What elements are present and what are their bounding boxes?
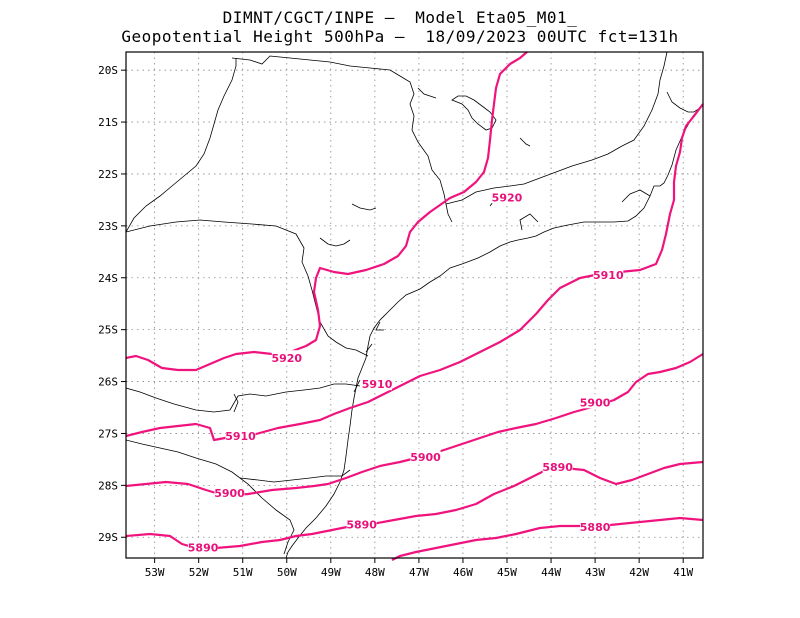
lake-feature-4 [319,237,351,247]
lake-feature [451,95,497,131]
contour-label-bg [225,428,256,443]
lake-feature-5 [519,137,531,147]
contour-label-bg [593,267,624,282]
y-tick-label: 29S [98,531,118,544]
x-tick-label: 52W [189,566,209,579]
x-tick-label: 53W [145,566,165,579]
contour-label-bg [271,350,302,365]
contour-label: 5910 [593,269,624,282]
lake-feature-2 [417,87,437,99]
axis-ticks: 53W 52W 51W 50W 49W 48W 47W 46W 45W 44W 43W 42W 41W 2… [98,64,693,579]
coastline [285,103,704,559]
chart-title-line2: Geopotential Height 500hPa – 18/09/2023 … [121,27,679,46]
chart-title-line1: DIMNT/CGCT/INPE – Model Eta05_M01_ [222,8,578,27]
contour-line [125,51,528,372]
y-tick-label: 27S [98,427,118,440]
x-tick-label: 51W [233,566,253,579]
contour-label: 5920 [492,191,523,204]
contour-label-bg [580,518,611,533]
state-border-sp-pr-south [125,219,369,357]
grid-lines [126,52,703,558]
contour-label-bg [542,459,573,474]
state-border-mg-rj [445,51,668,205]
coastline-and-borders [125,51,704,559]
x-tick-label: 47W [409,566,429,579]
contour-label: 5890 [542,461,573,474]
y-tick-label: 20S [98,64,118,77]
contour-label: 5900 [580,396,611,409]
coast-detail [353,189,651,393]
contour-label: 5880 [580,521,611,534]
contour-label: 5920 [271,352,302,365]
y-tick-label: 23S [98,220,118,233]
state-border-es [666,91,701,113]
y-tick-label: 24S [98,272,118,285]
contour-label-bg [580,394,611,409]
y-tick-label: 26S [98,376,118,389]
x-tick-label: 44W [541,566,561,579]
contour-label-bg [214,485,245,500]
y-tick-label: 21S [98,116,118,129]
contour-label-bg [346,516,377,531]
contour-label-bg [410,448,441,463]
contour-label: 5900 [410,451,441,464]
contour-line [391,516,704,561]
x-tick-label: 48W [365,566,385,579]
contour-label: 5900 [214,487,245,500]
x-tick-label: 43W [585,566,605,579]
x-tick-label: 41W [673,566,693,579]
y-tick-label: 25S [98,324,118,337]
state-border-sp-pr [125,58,237,233]
x-tick-label: 49W [321,566,341,579]
lake-feature-3 [351,203,377,211]
contour-label: 5910 [225,430,256,443]
x-tick-label: 50W [277,566,297,579]
x-tick-label: 42W [629,566,649,579]
state-border-pr-sc [125,383,361,413]
y-tick-label: 28S [98,479,118,492]
contour-label-bg [188,539,219,554]
x-tick-label: 46W [453,566,473,579]
state-border-sc-rs [239,469,351,483]
contour-labels: 5920 5920 5910 5910 5910 5900 5900 5900 5890 5890… [188,189,624,555]
contour-line [125,353,704,498]
contour-label-bg [362,376,393,391]
state-border-sc-internal [233,393,239,413]
contour-label: 5890 [346,518,377,531]
contour-label: 5910 [362,378,393,391]
state-border-mg-sp [231,55,453,223]
contour-label: 5890 [188,542,219,555]
contour-label-bg [491,189,522,204]
contour-line [125,460,704,550]
plot-frame [125,51,704,559]
x-tick-label: 45W [497,566,517,579]
y-tick-label: 22S [98,168,118,181]
